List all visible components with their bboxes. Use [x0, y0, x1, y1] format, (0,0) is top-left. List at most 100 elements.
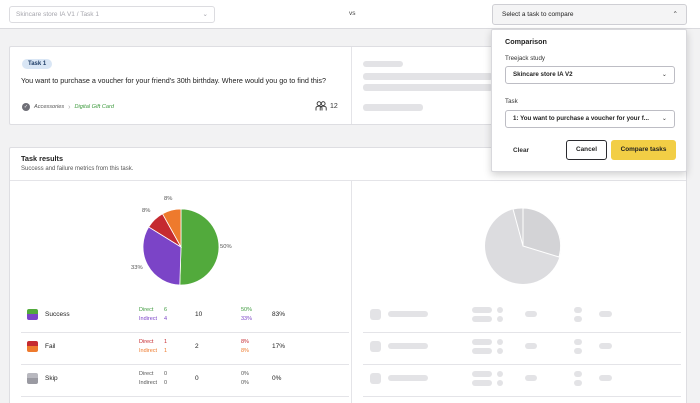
placeholder-bar [472, 339, 492, 345]
placeholder-bar [574, 339, 582, 345]
results-divider [10, 180, 686, 181]
placeholder-bar [472, 316, 492, 322]
task-select-value: 1: You want to purchase a voucher for yo… [513, 115, 649, 122]
placeholder-bar [525, 343, 537, 349]
placeholder-pie-chart [485, 207, 562, 284]
pie-slice-indirect-fail [161, 208, 182, 249]
path-category: Accessories [34, 104, 65, 110]
success-swatch [27, 309, 38, 320]
compare-task-select[interactable]: Select a task to compare ⌃ [492, 4, 687, 25]
fail-direct-swatch [27, 341, 38, 347]
row-divider [21, 396, 349, 397]
placeholder-pie-slice [522, 207, 562, 258]
clear-button[interactable]: Clear [513, 147, 529, 154]
pie-label-red: 8% [142, 208, 151, 214]
placeholder-bar [472, 348, 492, 354]
direct-percent: 0% [241, 371, 249, 377]
placeholder-bar [525, 375, 537, 381]
direct-percent: 8% [241, 339, 249, 345]
placeholder-bar [388, 343, 428, 349]
success-indirect-swatch [27, 314, 38, 320]
fail-swatch [27, 341, 38, 352]
row-divider [363, 364, 681, 365]
pie-label-green: 50% [220, 244, 232, 250]
chevron-down-icon: ⌄ [202, 11, 208, 18]
results-title: Task results [21, 154, 64, 163]
placeholder-bar [525, 311, 537, 317]
placeholder-bar [497, 380, 503, 386]
direct-label: Direct [139, 307, 154, 313]
placeholder-bar [574, 348, 582, 354]
placeholder-bar [472, 307, 492, 313]
pie-slice-direct-success [179, 208, 220, 286]
placeholder-bar [497, 316, 503, 322]
task-question: You want to purchase a voucher for your … [21, 76, 327, 85]
cancel-button[interactable]: Cancel [566, 140, 607, 160]
fail-indirect-swatch [27, 346, 38, 352]
results-subtitle: Success and failure metrics from this ta… [21, 166, 134, 172]
placeholder-bar [497, 307, 503, 313]
placeholder-bar [363, 73, 493, 80]
participant-count-value: 12 [330, 102, 338, 110]
row-divider [363, 396, 681, 397]
placeholder-bar [363, 104, 423, 111]
check-circle-icon: ✓ [22, 103, 30, 111]
indirect-label: Indirect [139, 380, 158, 386]
placeholder-bar [370, 373, 381, 384]
placeholder-bar [574, 307, 582, 313]
direct-count: 6 [164, 307, 168, 313]
chevron-down-icon: ⌄ [661, 71, 667, 78]
task-select[interactable]: 1: You want to purchase a voucher for yo… [505, 110, 675, 128]
total-percent: 17% [272, 343, 286, 350]
indirect-count: 1 [164, 348, 168, 354]
placeholder-bar [497, 348, 503, 354]
indirect-label: Indirect [139, 316, 158, 322]
direct-label: Direct [139, 371, 154, 377]
indirect-percent: 33% [241, 316, 253, 322]
result-row-skip: Skip Direct Indirect 0 0 0 0% 0% 0% [21, 368, 349, 392]
compare-task-select-placeholder: Select a task to compare [502, 11, 574, 18]
placeholder-bar [574, 371, 582, 377]
row-label: Fail [45, 343, 56, 350]
results-column-divider [351, 181, 352, 403]
chevron-up-icon: ⌃ [672, 11, 678, 18]
task-results-card: Task results Success and failure metrics… [9, 147, 687, 403]
people-icon [315, 101, 327, 111]
path-destination: Digital Gift Card [74, 104, 114, 110]
current-task-select-value: Skincare store IA V1 / Task 1 [16, 11, 99, 18]
chevron-right-icon: › [68, 103, 71, 111]
placeholder-pie-slice [512, 207, 524, 247]
task-badge: Task 1 [22, 59, 53, 69]
pie-label-orange: 8% [164, 196, 173, 202]
skip-direct-swatch [27, 373, 38, 379]
placeholder-bar [388, 375, 428, 381]
direct-label: Direct [139, 339, 154, 345]
indirect-percent: 8% [241, 348, 249, 354]
direct-count: 0 [164, 371, 168, 377]
placeholder-bar [574, 316, 582, 322]
row-divider [363, 332, 681, 333]
study-label: Treejack study [505, 55, 546, 62]
study-select[interactable]: Skincare store IA V2 ⌄ [505, 66, 675, 84]
total-count: 0 [195, 375, 199, 382]
task-label: Task [505, 98, 518, 105]
placeholder-bar [388, 311, 428, 317]
placeholder-bar [472, 380, 492, 386]
placeholder-bar [363, 61, 403, 67]
total-percent: 0% [272, 375, 282, 382]
compare-tasks-button[interactable]: Compare tasks [611, 140, 676, 160]
placeholder-bar [599, 343, 612, 349]
comparison-title: Comparison [505, 37, 547, 46]
placeholder-bar [472, 371, 492, 377]
comparison-panel: Comparison Treejack study Skincare store… [491, 29, 687, 172]
success-direct-swatch [27, 309, 38, 315]
placeholder-bar [363, 84, 493, 91]
current-task-select: Skincare store IA V1 / Task 1 ⌄ [9, 6, 215, 23]
task-correct-path: ✓ Accessories › Digital Gift Card [22, 103, 114, 111]
placeholder-bar [574, 380, 582, 386]
row-divider [21, 332, 349, 333]
placeholder-bar [599, 311, 612, 317]
result-row-success: Success Direct Indirect 6 4 10 50% 33% 8… [21, 304, 349, 328]
top-bar: Skincare store IA V1 / Task 1 ⌄ vs Selec… [0, 0, 700, 29]
row-label: Success [45, 311, 70, 318]
